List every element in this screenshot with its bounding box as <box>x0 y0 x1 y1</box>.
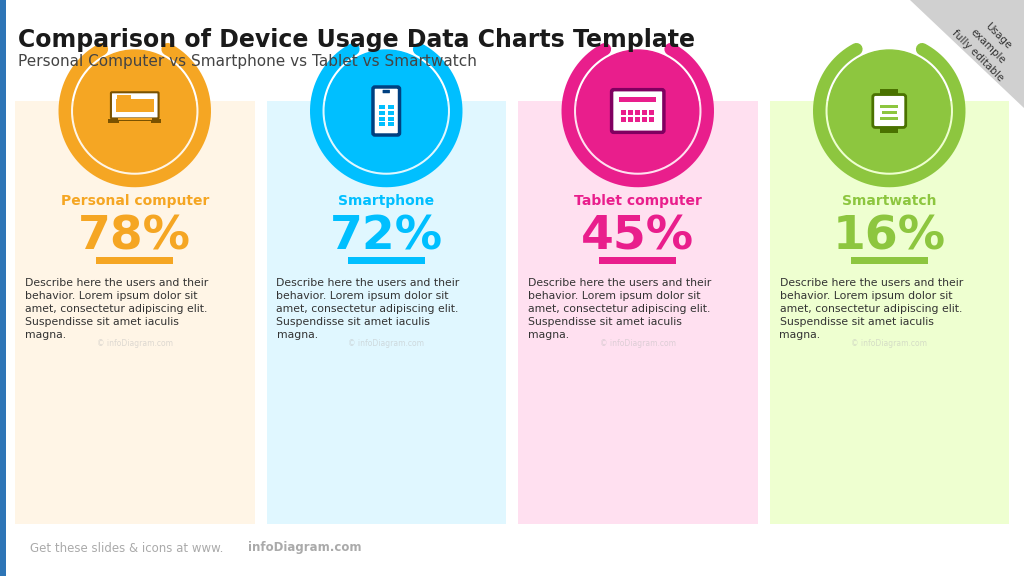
Text: Suspendisse sit amet iaculis: Suspendisse sit amet iaculis <box>25 317 179 327</box>
Circle shape <box>326 50 447 172</box>
Bar <box>881 117 898 120</box>
Bar <box>119 122 151 123</box>
Bar <box>388 105 394 109</box>
Bar <box>96 257 173 264</box>
Text: Personal Computer vs Smartphone vs Tablet vs Smartwatch: Personal Computer vs Smartphone vs Table… <box>18 54 477 69</box>
Bar <box>379 117 385 121</box>
Circle shape <box>577 50 698 172</box>
Bar <box>348 257 425 264</box>
Text: Comparison of Device Usage Data Charts Template: Comparison of Device Usage Data Charts T… <box>18 28 695 52</box>
Text: behavior. Lorem ipsum dolor sit: behavior. Lorem ipsum dolor sit <box>25 291 198 301</box>
Bar <box>649 117 654 122</box>
Text: © infoDiagram.com: © infoDiagram.com <box>851 339 928 348</box>
Bar <box>388 117 394 121</box>
Bar <box>622 110 626 115</box>
FancyBboxPatch shape <box>15 101 255 524</box>
Bar <box>642 110 647 115</box>
Bar <box>882 111 897 114</box>
Bar <box>635 110 640 115</box>
Text: amet, consectetur adipiscing elit.: amet, consectetur adipiscing elit. <box>25 304 208 314</box>
Bar <box>629 117 633 122</box>
Text: 16%: 16% <box>833 214 946 259</box>
Text: Describe here the users and their: Describe here the users and their <box>528 278 712 288</box>
Bar <box>881 89 898 97</box>
Bar <box>649 110 654 115</box>
Text: Suspendisse sit amet iaculis: Suspendisse sit amet iaculis <box>528 317 682 327</box>
Text: Suspendisse sit amet iaculis: Suspendisse sit amet iaculis <box>779 317 933 327</box>
Text: © infoDiagram.com: © infoDiagram.com <box>600 137 676 146</box>
Bar <box>118 119 152 120</box>
Bar <box>388 111 394 115</box>
Text: amet, consectetur adipiscing elit.: amet, consectetur adipiscing elit. <box>528 304 711 314</box>
Circle shape <box>74 50 196 172</box>
Bar <box>120 124 150 126</box>
Text: Describe here the users and their: Describe here the users and their <box>25 278 208 288</box>
Text: © infoDiagram.com: © infoDiagram.com <box>600 339 676 348</box>
Bar <box>0 0 6 576</box>
Text: amet, consectetur adipiscing elit.: amet, consectetur adipiscing elit. <box>276 304 459 314</box>
Bar <box>379 111 385 115</box>
Text: magna.: magna. <box>25 330 67 340</box>
Text: infoDiagram.com: infoDiagram.com <box>248 541 361 555</box>
Bar <box>881 125 898 133</box>
Bar <box>116 100 154 112</box>
Text: © infoDiagram.com: © infoDiagram.com <box>348 339 424 348</box>
Text: magna.: magna. <box>528 330 569 340</box>
FancyBboxPatch shape <box>383 90 390 93</box>
FancyBboxPatch shape <box>111 92 159 119</box>
Bar <box>388 123 394 126</box>
Text: © infoDiagram.com: © infoDiagram.com <box>348 137 424 146</box>
Text: behavior. Lorem ipsum dolor sit: behavior. Lorem ipsum dolor sit <box>779 291 952 301</box>
Bar <box>620 97 656 103</box>
FancyBboxPatch shape <box>266 101 506 524</box>
Text: behavior. Lorem ipsum dolor sit: behavior. Lorem ipsum dolor sit <box>276 291 449 301</box>
Bar <box>118 94 131 98</box>
Bar <box>109 119 161 123</box>
Text: Personal computer: Personal computer <box>60 194 209 208</box>
FancyBboxPatch shape <box>769 101 1009 524</box>
Bar <box>881 105 898 108</box>
Text: behavior. Lorem ipsum dolor sit: behavior. Lorem ipsum dolor sit <box>528 291 700 301</box>
Text: 78%: 78% <box>78 214 191 259</box>
Bar <box>379 123 385 126</box>
Text: magna.: magna. <box>779 330 820 340</box>
Bar <box>851 257 928 264</box>
Text: Get these slides & icons at www.: Get these slides & icons at www. <box>30 541 223 555</box>
Bar <box>629 110 633 115</box>
Text: Smartphone: Smartphone <box>338 194 434 208</box>
Text: Suspendisse sit amet iaculis: Suspendisse sit amet iaculis <box>276 317 430 327</box>
Polygon shape <box>840 0 1024 108</box>
Bar <box>599 257 676 264</box>
Text: 72%: 72% <box>330 214 442 259</box>
Bar <box>622 117 626 122</box>
Bar <box>379 105 385 109</box>
FancyBboxPatch shape <box>518 101 758 524</box>
Circle shape <box>828 50 950 172</box>
Text: Tablet computer: Tablet computer <box>573 194 701 208</box>
Bar <box>642 117 647 122</box>
Text: Smartwatch: Smartwatch <box>842 194 937 208</box>
Text: © infoDiagram.com: © infoDiagram.com <box>96 137 173 146</box>
Text: amet, consectetur adipiscing elit.: amet, consectetur adipiscing elit. <box>779 304 962 314</box>
Bar <box>635 117 640 122</box>
Text: © infoDiagram.com: © infoDiagram.com <box>96 339 173 348</box>
Text: Describe here the users and their: Describe here the users and their <box>276 278 460 288</box>
Text: magna.: magna. <box>276 330 317 340</box>
Text: Usage
example
fully editable: Usage example fully editable <box>950 9 1024 84</box>
Text: Describe here the users and their: Describe here the users and their <box>779 278 963 288</box>
Text: 45%: 45% <box>582 214 694 259</box>
FancyBboxPatch shape <box>373 87 399 135</box>
Text: © infoDiagram.com: © infoDiagram.com <box>851 137 928 146</box>
FancyBboxPatch shape <box>611 90 664 132</box>
FancyBboxPatch shape <box>872 94 905 127</box>
